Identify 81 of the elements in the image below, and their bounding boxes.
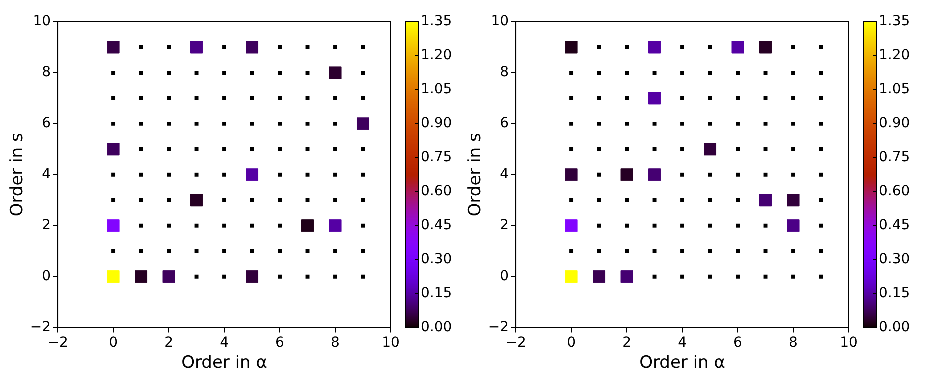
y-tick-label: 2 bbox=[42, 218, 52, 234]
x-tick-label: 4 bbox=[220, 334, 230, 351]
color-bar-label: 0.45 bbox=[421, 218, 452, 234]
color-bar-label: 1.35 bbox=[879, 14, 910, 30]
point bbox=[565, 168, 578, 182]
point bbox=[329, 220, 342, 232]
color-bar-label: 0.75 bbox=[879, 150, 910, 166]
point bbox=[107, 220, 120, 232]
color-bar-label: 0.45 bbox=[879, 218, 910, 234]
point bbox=[107, 143, 120, 156]
x-tick-label: 8 bbox=[331, 334, 340, 351]
color-bar-label: 0.15 bbox=[879, 285, 910, 302]
point bbox=[135, 270, 148, 284]
point bbox=[732, 41, 744, 54]
point bbox=[620, 168, 634, 182]
y-tick-label: 2 bbox=[500, 218, 510, 234]
y-tick-label: 4 bbox=[42, 166, 52, 183]
point bbox=[760, 41, 772, 54]
color-bar-label: 0.60 bbox=[879, 184, 910, 200]
point bbox=[704, 143, 717, 156]
y-tick-label: 10 bbox=[33, 14, 52, 30]
color-bar-label: 0.15 bbox=[421, 285, 452, 302]
color-bar-label: 0.00 bbox=[879, 319, 910, 336]
point bbox=[760, 194, 772, 207]
y-axis-title: Order in s bbox=[466, 133, 486, 217]
point bbox=[246, 168, 259, 182]
point bbox=[620, 270, 634, 284]
color-bar-label: 0.60 bbox=[421, 184, 452, 200]
y-tick-label: 0 bbox=[42, 268, 52, 284]
x-tick-label: 8 bbox=[789, 334, 798, 351]
y-tick-label: −2 bbox=[30, 319, 52, 336]
color-bar-label: 1.35 bbox=[421, 14, 452, 30]
x-axis-title: Order in α bbox=[182, 353, 268, 374]
y-tick-label: 6 bbox=[500, 116, 510, 132]
x-tick-label: 2 bbox=[622, 334, 632, 351]
x-tick-label: 6 bbox=[734, 334, 743, 351]
point bbox=[356, 118, 370, 130]
y-tick-label: −2 bbox=[488, 319, 510, 336]
x-tick-label: 0 bbox=[109, 334, 118, 351]
point bbox=[648, 41, 662, 54]
y-tick-label: 4 bbox=[500, 166, 510, 183]
color-bar-label: 0.00 bbox=[421, 319, 452, 336]
y-axis-title: Order in s bbox=[8, 133, 28, 217]
y-tick-label: 0 bbox=[500, 268, 510, 284]
x-tick-label: 0 bbox=[567, 334, 576, 351]
y-tick-label: 6 bbox=[42, 116, 52, 132]
point bbox=[107, 270, 120, 284]
y-tick-label: 10 bbox=[491, 14, 510, 30]
color-bar-label: 1.20 bbox=[421, 48, 452, 64]
point bbox=[246, 41, 259, 54]
point bbox=[787, 220, 800, 232]
y-tick-label: 8 bbox=[42, 64, 52, 81]
color-bar-label: 0.75 bbox=[421, 150, 452, 166]
point bbox=[302, 220, 314, 232]
point bbox=[190, 41, 204, 54]
color-bar-label: 0.30 bbox=[421, 251, 452, 268]
x-tick-label: 4 bbox=[678, 334, 688, 351]
point bbox=[593, 270, 606, 284]
point bbox=[565, 270, 578, 284]
color-bar-label: 0.90 bbox=[421, 116, 452, 132]
point bbox=[190, 194, 204, 207]
color-bar-label: 1.20 bbox=[879, 48, 910, 64]
point bbox=[107, 41, 120, 54]
y-tick-label: 8 bbox=[500, 64, 510, 81]
point bbox=[787, 194, 800, 207]
color-bar-label: 1.05 bbox=[421, 82, 452, 98]
point bbox=[648, 92, 662, 105]
point bbox=[648, 168, 662, 182]
point bbox=[329, 66, 342, 80]
color-bar-label: 1.05 bbox=[879, 82, 910, 98]
x-tick-label: 10 bbox=[382, 334, 400, 351]
x-tick-label: 6 bbox=[276, 334, 285, 351]
x-tick-label: 10 bbox=[840, 334, 858, 351]
color-bar-label: 0.90 bbox=[879, 116, 910, 132]
point bbox=[162, 270, 176, 284]
point bbox=[565, 220, 578, 232]
x-tick-label: 2 bbox=[164, 334, 174, 351]
point bbox=[246, 270, 259, 284]
point bbox=[565, 41, 578, 54]
x-axis-title: Order in α bbox=[640, 353, 726, 374]
color-bar-label: 0.30 bbox=[879, 251, 910, 268]
